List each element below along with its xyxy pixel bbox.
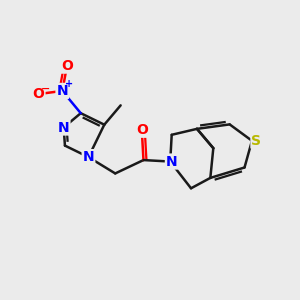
- Text: N: N: [166, 154, 178, 169]
- Text: −: −: [41, 83, 51, 94]
- Text: N: N: [83, 150, 94, 164]
- Text: N: N: [56, 84, 68, 98]
- Text: O: O: [33, 87, 44, 101]
- Text: S: S: [251, 134, 261, 148]
- Text: O: O: [136, 123, 148, 137]
- Text: O: O: [61, 58, 73, 73]
- Text: +: +: [65, 80, 73, 89]
- Text: N: N: [58, 121, 70, 134]
